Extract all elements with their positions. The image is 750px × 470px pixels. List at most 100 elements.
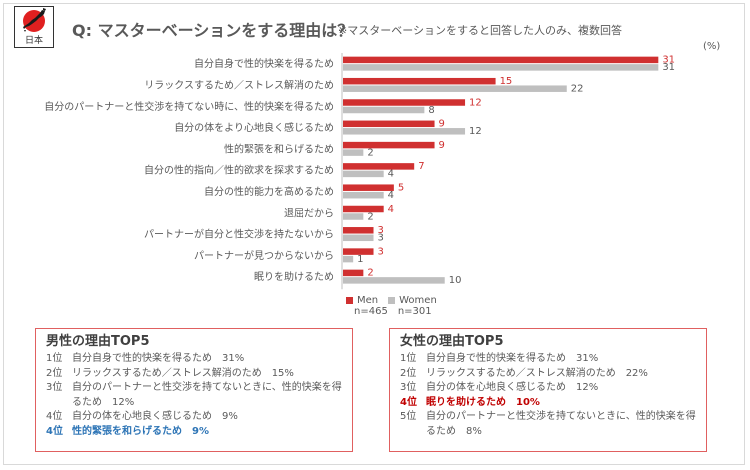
- category-label: 自分の性的指向／性的欲求を探求するため: [144, 164, 334, 177]
- japan-map-icon: [23, 8, 46, 32]
- men-top5-list: 1位 自分自身で性的快楽を得るため 31% 2位 リラックスするため／ストレス解消の…: [46, 352, 342, 439]
- data-label-women: 2: [367, 147, 373, 158]
- reason-text: 自分自身で性的快楽を得るため 31%: [426, 353, 599, 364]
- data-label-men: 3: [378, 246, 384, 257]
- legend-row: Men Women: [346, 295, 437, 306]
- legend-swatch-women: [388, 297, 396, 304]
- data-label-men: 2: [367, 268, 373, 279]
- category-label: 退屈だから: [284, 207, 334, 219]
- reason-text: 自分のパートナーと性交渉を持てないときに、性的快楽を得るため 12%: [72, 382, 342, 408]
- data-label-men: 5: [398, 182, 404, 193]
- legend-n-women: n=301: [397, 306, 432, 317]
- data-label-women: 4: [388, 190, 394, 201]
- bar-men: [343, 56, 659, 64]
- page-subtitle: ※マスターベーションをすると回答した人のみ、複数回答: [338, 24, 622, 37]
- rank-label: 4位: [46, 411, 63, 422]
- data-label-women: 22: [571, 83, 584, 94]
- list-item: 1位 自分自身で性的快楽を得るため 31%: [400, 352, 696, 367]
- category-label: 自分の性的能力を高めるため: [204, 185, 334, 198]
- rank-label: 3位: [46, 382, 63, 393]
- category-label: 自分のパートナーと性交渉を持てない時に、性的快楽を得るため: [44, 100, 334, 113]
- bar-women: [343, 170, 384, 178]
- list-item-highlight: 4位 眠りを助けるため 10%: [400, 396, 696, 411]
- women-top5-box: 女性の理由TOP5 1位 自分自身で性的快楽を得るため 31% 2位 リラックスする…: [389, 328, 707, 452]
- rank-label: 2位: [400, 367, 417, 379]
- data-label-women: 31: [662, 62, 675, 73]
- rank-label: 2位: [46, 367, 63, 379]
- list-item: 1位 自分自身で性的快楽を得るため 31%: [46, 352, 342, 367]
- list-item: 5位 自分のパートナーと性交渉を持てないときに、性的快楽を得るため 8%: [400, 410, 696, 439]
- data-label-women: 4: [388, 169, 394, 180]
- data-label-women: 1: [357, 254, 363, 265]
- data-label-men: 9: [439, 119, 445, 130]
- flag-label: 日本: [24, 36, 43, 46]
- rank-label: 5位: [400, 411, 417, 422]
- bar-men: [343, 141, 435, 149]
- bar-men: [343, 269, 364, 277]
- bar-men: [343, 248, 374, 255]
- category-label: 眠りを助けるため: [254, 270, 334, 283]
- data-label-women: 3: [378, 233, 384, 244]
- chart-legend: Men Women n=465 n=301: [346, 295, 437, 317]
- reason-text: 眠りを助けるため 10%: [426, 396, 540, 408]
- bar-men: [343, 205, 384, 213]
- category-label: リラックスするため／ストレス解消のため: [144, 78, 334, 91]
- bar-men: [343, 77, 496, 85]
- category-label: パートナーが見つからないから: [194, 249, 334, 262]
- rank-label: 3位: [400, 382, 417, 393]
- rank-label: 4位: [46, 425, 63, 437]
- bar-women: [343, 149, 364, 156]
- reason-text: 性的緊張を和らげるため 9%: [72, 425, 209, 437]
- bar-women: [343, 213, 364, 220]
- data-label-women: 10: [449, 275, 462, 286]
- bar-men: [343, 99, 466, 106]
- reason-text: 自分の体を心地良く感じるため 9%: [72, 411, 238, 422]
- men-top5-title: 男性の理由TOP5: [46, 334, 150, 349]
- data-label-men: 12: [469, 97, 482, 108]
- bar-men: [343, 120, 435, 128]
- page-frame: [3, 3, 745, 465]
- bar-women: [343, 255, 354, 263]
- women-top5-list: 1位 自分自身で性的快楽を得るため 31% 2位 リラックスするため／ストレス解消の…: [400, 352, 696, 439]
- legend-label-men: Men: [357, 295, 379, 306]
- bar-women: [343, 128, 466, 135]
- bar-men: [343, 184, 394, 191]
- data-label-men: 31: [662, 55, 675, 66]
- rank-label: 4位: [400, 396, 417, 408]
- list-item: 2位 リラックスするため／ストレス解消のため 22%: [400, 367, 696, 382]
- list-item: 4位 自分の体を心地良く感じるため 9%: [46, 410, 342, 425]
- rank-label: 1位: [400, 353, 417, 364]
- legend-swatch-men: [346, 297, 353, 304]
- list-item: 3位 自分のパートナーと性交渉を持てないときに、性的快楽を得るため 12%: [46, 381, 342, 410]
- reason-text: 自分の体を心地良く感じるため 12%: [426, 382, 599, 393]
- category-label: パートナーが自分と性交渉を持たないから: [144, 228, 334, 241]
- rank-label: 1位: [46, 353, 63, 364]
- legend-n-men: n=465: [354, 306, 388, 317]
- page-title: Q: マスターベーションをする理由は？: [72, 21, 354, 40]
- bar-men: [343, 163, 415, 170]
- bar-women: [343, 277, 445, 284]
- category-label: 自分の体をより心地良く感じるため: [174, 121, 334, 134]
- list-item-highlight: 4位 性的緊張を和らげるため 9%: [46, 425, 342, 440]
- bar-men: [343, 227, 374, 234]
- reason-text: リラックスするため／ストレス解消のため 15%: [72, 367, 294, 379]
- list-item: 3位 自分の体を心地良く感じるため 12%: [400, 381, 696, 396]
- data-label-men: 9: [439, 140, 445, 151]
- chart-unit: (%): [703, 41, 721, 52]
- bar-women: [343, 64, 659, 71]
- reason-text: リラックスするため／ストレス解消のため 22%: [426, 367, 648, 379]
- legend-n-row: n=465 n=301: [346, 306, 437, 317]
- data-label-men: 4: [388, 204, 394, 215]
- legend-label-women: Women: [399, 295, 437, 306]
- data-label-men: 7: [418, 161, 424, 172]
- bar-women: [343, 234, 374, 242]
- women-top5-title: 女性の理由TOP5: [400, 334, 504, 349]
- reason-text: 自分のパートナーと性交渉を持てないときに、性的快楽を得るため 8%: [426, 411, 696, 437]
- category-label: 自分自身で性的快楽を得るため: [194, 57, 334, 70]
- data-label-women: 12: [469, 126, 482, 137]
- data-label-women: 8: [428, 105, 434, 116]
- reason-text: 自分自身で性的快楽を得るため 31%: [72, 353, 245, 364]
- list-item: 2位 リラックスするため／ストレス解消のため 15%: [46, 367, 342, 382]
- men-top5-box: 男性の理由TOP5 1位 自分自身で性的快楽を得るため 31% 2位 リラックスする…: [35, 328, 353, 452]
